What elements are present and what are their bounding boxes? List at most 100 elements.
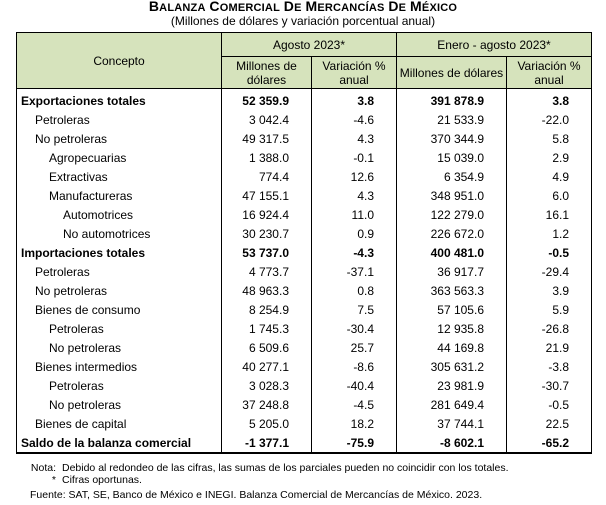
note-preliminary: * Cifras oportunas. [26, 474, 509, 486]
cell-variacion-ytd: -0.5 [505, 395, 593, 415]
cell-variacion-aug: -8.6 [311, 357, 397, 377]
cell-variacion-aug: -30.4 [311, 319, 397, 339]
cell-millones-aug: 8 254.9 [221, 300, 312, 320]
cell-variacion-ytd: 3.9 [505, 281, 593, 301]
cell-variacion-ytd: 3.8 [505, 88, 593, 111]
cell-millones-ytd: 348 951.0 [396, 186, 507, 206]
table-title: BALANZA COMERCIAL DE MERCANCÍAS DE MÉXIC… [148, 0, 458, 14]
cell-millones-ytd: 44 169.8 [396, 338, 507, 358]
table-row: Petroleras 1 745.3 -30.4 12 935.8 -26.8 [16, 319, 593, 339]
table-row: No petroleras 48 963.3 0.8 363 563.3 3.9 [16, 281, 593, 301]
cell-variacion-ytd: 16.1 [505, 205, 593, 225]
cell-millones-aug: 5 205.0 [221, 414, 312, 434]
header-period-august: Agosto 2023* [221, 32, 397, 57]
row-label: Bienes de consumo [16, 300, 222, 320]
cell-variacion-aug: 12.6 [311, 167, 397, 187]
table-row: Automotrices 16 924.4 11.0 122 279.0 16.… [16, 205, 593, 225]
cell-variacion-aug: -37.1 [311, 262, 397, 282]
cell-millones-ytd: 370 344.9 [396, 129, 507, 149]
table-notes: Nota: Debido al redondeo de las cifras, … [26, 462, 509, 486]
row-label: Extractivas [16, 167, 222, 187]
table-subtitle: (Millones de dólares y variación porcent… [170, 14, 436, 28]
cell-millones-ytd: 6 354.9 [396, 167, 507, 187]
table-row: Manufactureras 47 155.1 4.3 348 951.0 6.… [16, 186, 593, 206]
table-row: Bienes intermedios 40 277.1 -8.6 305 631… [16, 357, 593, 377]
cell-variacion-aug: 25.7 [311, 338, 397, 358]
table-row: Saldo de la balanza comercial -1 377.1 -… [16, 433, 593, 454]
cell-variacion-aug: 18.2 [311, 414, 397, 434]
row-label: Importaciones totales [16, 243, 222, 263]
cell-variacion-ytd: 2.9 [505, 148, 593, 168]
row-label: No petroleras [16, 129, 222, 149]
cell-variacion-aug: 0.8 [311, 281, 397, 301]
cell-millones-aug: 4 773.7 [221, 262, 312, 282]
cell-millones-ytd: 226 672.0 [396, 224, 507, 244]
cell-millones-aug: -1 377.1 [221, 433, 312, 454]
table-row: Petroleras 4 773.7 -37.1 36 917.7 -29.4 [16, 262, 593, 282]
cell-variacion-aug: 4.3 [311, 129, 397, 149]
table-row: Bienes de capital 5 205.0 18.2 37 744.1 … [16, 414, 593, 434]
table-row: Bienes de consumo 8 254.9 7.5 57 105.6 5… [16, 300, 593, 320]
row-label: No petroleras [16, 395, 222, 415]
header-variacion-1: Variación % anual [311, 56, 397, 89]
row-label: Manufactureras [16, 186, 222, 206]
cell-millones-ytd: 21 533.9 [396, 110, 507, 130]
cell-millones-aug: 774.4 [221, 167, 312, 187]
cell-variacion-aug: 4.3 [311, 186, 397, 206]
cell-variacion-ytd: -0.5 [505, 243, 593, 263]
row-label: No automotrices [16, 224, 222, 244]
cell-millones-aug: 53 737.0 [221, 243, 312, 263]
table-row: No petroleras 6 509.6 25.7 44 169.8 21.9 [16, 338, 593, 358]
cell-variacion-ytd: -26.8 [505, 319, 593, 339]
cell-millones-aug: 30 230.7 [221, 224, 312, 244]
cell-variacion-aug: -4.3 [311, 243, 397, 263]
note-text: Debido al redondeo de las cifras, las su… [62, 462, 509, 474]
row-label: Petroleras [16, 110, 222, 130]
cell-millones-aug: 6 509.6 [221, 338, 312, 358]
note-key: Nota: [30, 462, 56, 474]
table-row: Petroleras 3 028.3 -40.4 23 981.9 -30.7 [16, 376, 593, 396]
cell-variacion-aug: -4.6 [311, 110, 397, 130]
row-label: Saldo de la balanza comercial [16, 433, 222, 454]
table-row: Extractivas 774.4 12.6 6 354.9 4.9 [16, 167, 593, 187]
table-body: Exportaciones totales 52 359.9 3.8 391 8… [16, 88, 593, 454]
cell-millones-aug: 37 248.8 [221, 395, 312, 415]
cell-millones-ytd: 122 279.0 [396, 205, 507, 225]
cell-millones-aug: 40 277.1 [221, 357, 312, 377]
note-star-key: * [51, 474, 56, 486]
cell-millones-ytd: 12 935.8 [396, 319, 507, 339]
cell-millones-ytd: -8 602.1 [396, 433, 507, 454]
note-star-text: Cifras oportunas. [62, 474, 142, 486]
header-period-jan-aug: Enero - agosto 2023* [395, 32, 593, 57]
row-label: Petroleras [16, 319, 222, 339]
row-label: Agropecuarias [16, 148, 222, 168]
cell-variacion-ytd: -3.8 [505, 357, 593, 377]
cell-variacion-aug: 0.9 [311, 224, 397, 244]
cell-variacion-ytd: 4.9 [505, 167, 593, 187]
cell-millones-ytd: 36 917.7 [396, 262, 507, 282]
cell-millones-aug: 16 924.4 [221, 205, 312, 225]
source-note: Fuente: SAT, SE, Banco de México e INEGI… [30, 489, 483, 501]
cell-variacion-aug: 11.0 [311, 205, 397, 225]
cell-millones-ytd: 57 105.6 [396, 300, 507, 320]
cell-variacion-aug: 3.8 [311, 88, 397, 111]
table-row: No automotrices 30 230.7 0.9 226 672.0 1… [16, 224, 593, 244]
cell-millones-aug: 3 042.4 [221, 110, 312, 130]
header-variacion-2: Variación % anual [505, 56, 593, 89]
row-label: Exportaciones totales [16, 88, 222, 111]
header-concepto: Concepto [16, 32, 222, 89]
cell-millones-ytd: 37 744.1 [396, 414, 507, 434]
cell-variacion-ytd: 5.8 [505, 129, 593, 149]
cell-millones-ytd: 23 981.9 [396, 376, 507, 396]
header-millones-2: Millones de dólares [396, 56, 507, 89]
note-rounding: Nota: Debido al redondeo de las cifras, … [26, 462, 509, 474]
row-label: Petroleras [16, 376, 222, 396]
row-label: Automotrices [16, 205, 222, 225]
cell-variacion-ytd: -22.0 [505, 110, 593, 130]
cell-variacion-aug: -75.9 [311, 433, 397, 454]
cell-variacion-ytd: -29.4 [505, 262, 593, 282]
cell-millones-ytd: 15 039.0 [396, 148, 507, 168]
trade-balance-table: Concepto Agosto 2023* Enero - agosto 202… [16, 32, 593, 454]
cell-millones-aug: 1 388.0 [221, 148, 312, 168]
row-label: No petroleras [16, 281, 222, 301]
